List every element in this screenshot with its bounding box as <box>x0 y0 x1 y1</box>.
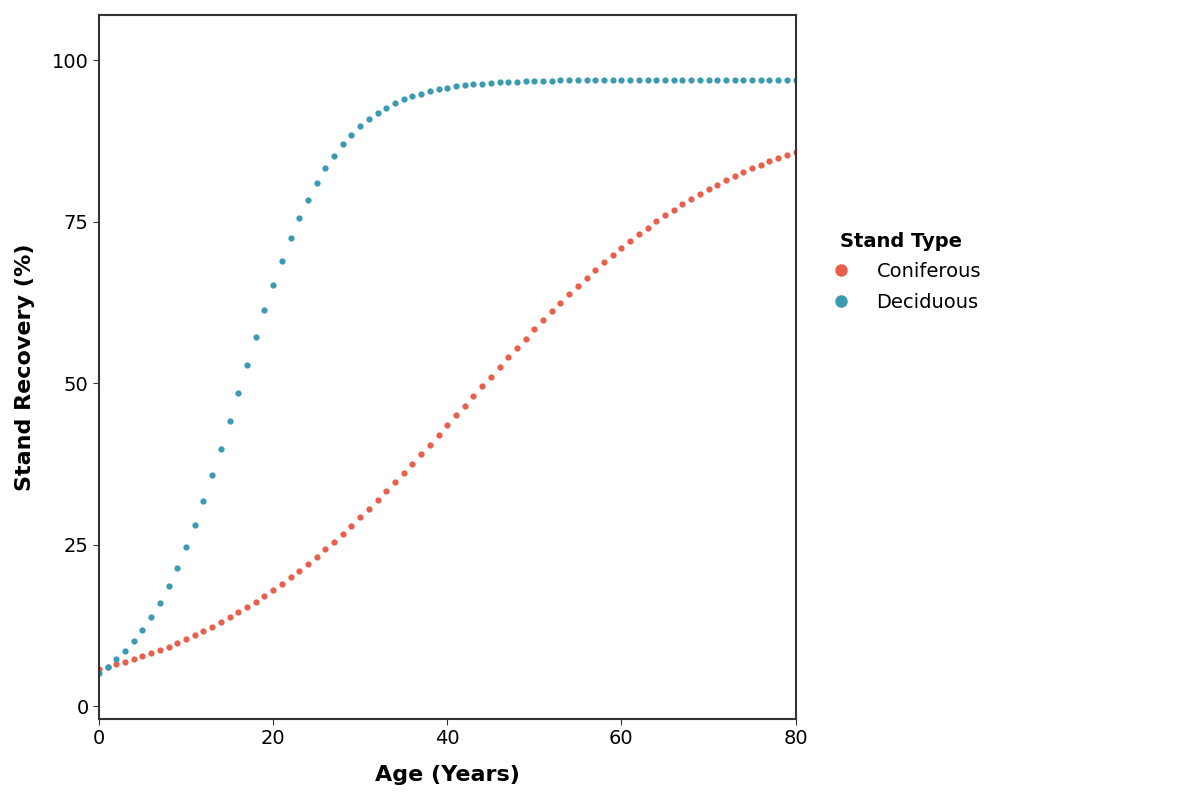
Coniferous <box>606 250 620 260</box>
Coniferous <box>788 147 803 157</box>
Coniferous <box>527 325 541 334</box>
Y-axis label: Stand Recovery (%): Stand Recovery (%) <box>14 243 35 490</box>
Line: Deciduous: Deciduous <box>96 77 799 676</box>
Deciduous <box>788 74 803 84</box>
Deciduous <box>658 75 672 85</box>
Coniferous <box>719 175 733 185</box>
X-axis label: Age (Years): Age (Years) <box>374 765 520 785</box>
Line: Coniferous: Coniferous <box>96 149 799 672</box>
Deciduous <box>527 76 541 86</box>
Deciduous <box>91 668 106 678</box>
Coniferous <box>91 665 106 674</box>
Deciduous <box>719 75 733 85</box>
Deciduous <box>606 75 620 85</box>
Coniferous <box>658 210 672 220</box>
Coniferous <box>475 382 490 391</box>
Deciduous <box>475 79 490 89</box>
Deciduous <box>692 75 707 85</box>
Coniferous <box>692 189 707 198</box>
Legend: Coniferous, Deciduous: Coniferous, Deciduous <box>812 222 991 322</box>
